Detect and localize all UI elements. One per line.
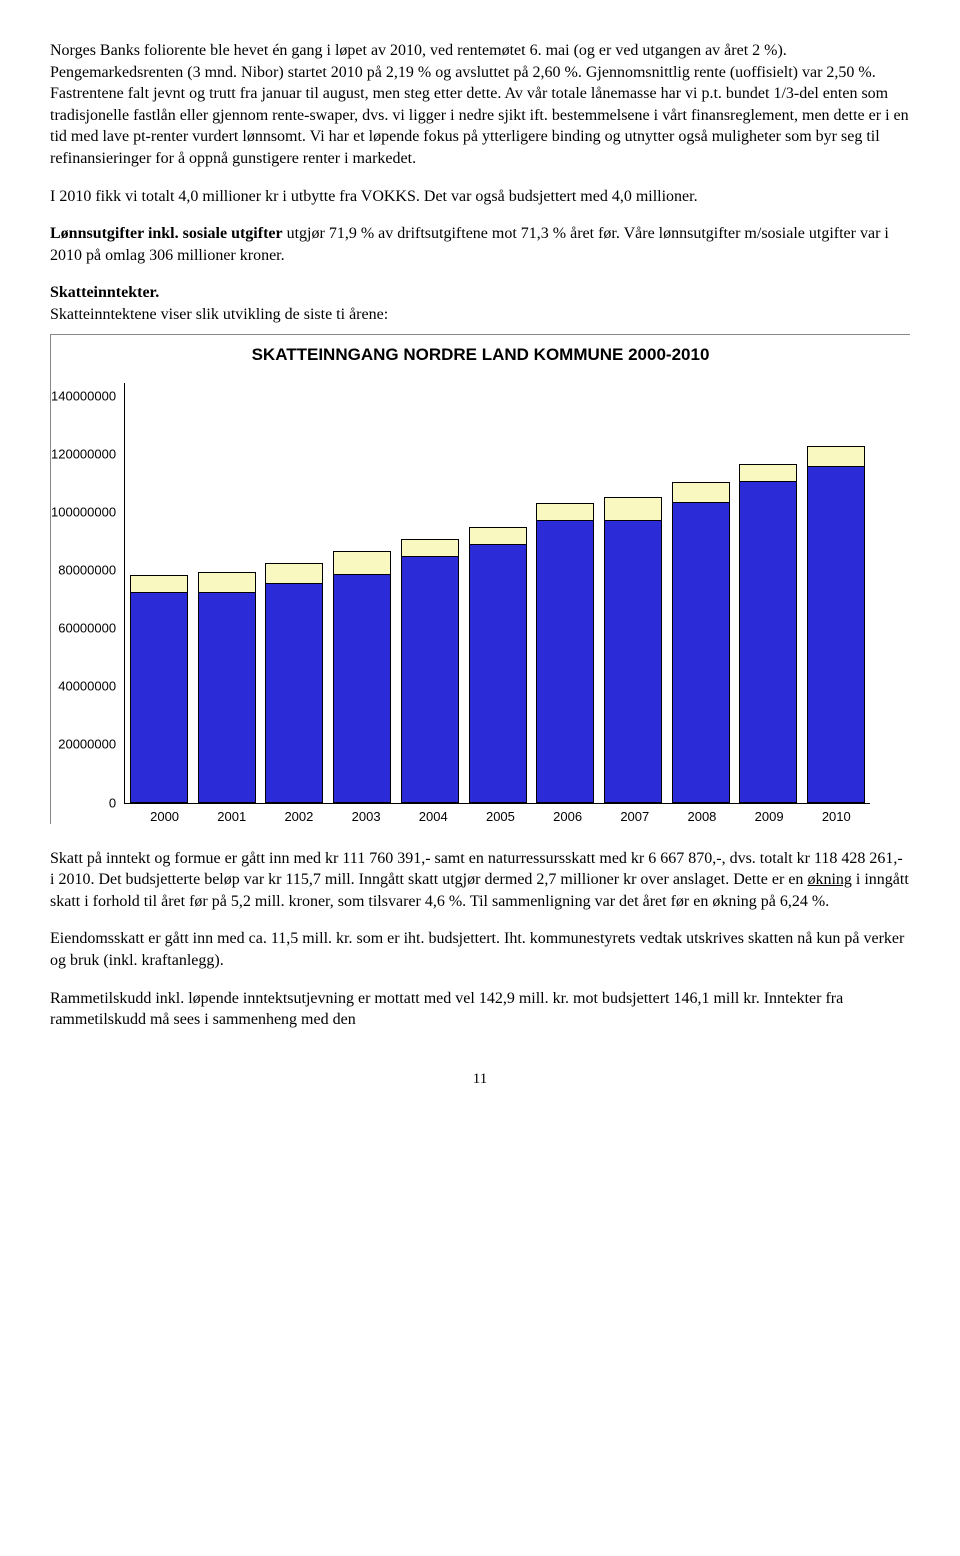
bar-segment-bottom	[130, 593, 188, 803]
chart-bar	[739, 464, 797, 803]
bar-segment-bottom	[469, 545, 527, 803]
bar-segment-bottom	[807, 467, 865, 803]
paragraph-2: I 2010 fikk vi totalt 4,0 millioner kr i…	[50, 186, 910, 208]
chart-bars-area	[124, 383, 870, 804]
bar-segment-bottom	[536, 521, 594, 803]
bar-segment-top	[130, 575, 188, 593]
chart-bar	[265, 563, 323, 803]
chart-bar	[130, 575, 188, 803]
bar-segment-bottom	[401, 557, 459, 803]
y-tick: 80000000	[58, 563, 116, 576]
p3-bold: Lønnsutgifter inkl. sosiale utgifter	[50, 225, 283, 242]
y-tick: 100000000	[51, 505, 116, 518]
y-tick: 0	[109, 796, 116, 809]
x-label: 2002	[270, 809, 328, 824]
bar-segment-top	[739, 464, 797, 482]
paragraph-4: Skatteinntekter. Skatteinntektene viser …	[50, 282, 910, 325]
chart-bar	[536, 503, 594, 803]
bar-segment-bottom	[333, 575, 391, 803]
y-tick: 20000000	[58, 738, 116, 751]
x-label: 2008	[673, 809, 731, 824]
chart-x-axis: 2000 2001 2002 2003 2004 2005 2006 2007 2008 2009…	[51, 809, 910, 824]
bar-segment-bottom	[604, 521, 662, 803]
p5-underline: økning	[807, 871, 851, 888]
chart-bar	[807, 446, 865, 803]
bar-segment-top	[807, 446, 865, 467]
x-label: 2004	[404, 809, 462, 824]
bar-segment-top	[672, 482, 730, 503]
chart-y-axis: 140000000 120000000 100000000 80000000 60000…	[51, 383, 124, 803]
chart-title: SKATTEINNGANG NORDRE LAND KOMMUNE 2000-2…	[51, 345, 910, 365]
paragraph-7: Rammetilskudd inkl. løpende inntektsutje…	[50, 988, 910, 1031]
paragraph-3: Lønnsutgifter inkl. sosiale utgifter utg…	[50, 223, 910, 266]
x-label: 2001	[203, 809, 261, 824]
x-label: 2007	[606, 809, 664, 824]
tax-income-chart: SKATTEINNGANG NORDRE LAND KOMMUNE 2000-2…	[50, 334, 910, 824]
chart-bar	[198, 572, 256, 803]
bar-segment-top	[198, 572, 256, 593]
x-label: 2009	[740, 809, 798, 824]
bar-segment-top	[333, 551, 391, 575]
y-tick: 140000000	[51, 389, 116, 402]
y-tick: 40000000	[58, 680, 116, 693]
chart-bar	[469, 527, 527, 803]
x-label: 2010	[807, 809, 865, 824]
paragraph-5: Skatt på inntekt og formue er gått inn m…	[50, 848, 910, 913]
y-tick: 60000000	[58, 622, 116, 635]
x-label: 2003	[337, 809, 395, 824]
x-label: 2000	[136, 809, 194, 824]
bar-segment-top	[604, 497, 662, 521]
chart-bar	[401, 539, 459, 803]
p4-line2: Skatteinntektene viser slik utvikling de…	[50, 306, 388, 323]
p4-bold: Skatteinntekter.	[50, 284, 159, 301]
chart-bar	[672, 482, 730, 803]
bar-segment-bottom	[672, 503, 730, 803]
bar-segment-top	[469, 527, 527, 545]
page-number: 11	[50, 1071, 910, 1088]
x-label: 2005	[471, 809, 529, 824]
x-label: 2006	[539, 809, 597, 824]
bar-segment-bottom	[198, 593, 256, 803]
bar-segment-bottom	[739, 482, 797, 803]
p5a: Skatt på inntekt og formue er gått inn m…	[50, 850, 903, 889]
bar-segment-top	[401, 539, 459, 557]
chart-bar	[604, 497, 662, 803]
y-tick: 120000000	[51, 447, 116, 460]
bar-segment-top	[265, 563, 323, 584]
bar-segment-bottom	[265, 584, 323, 803]
bar-segment-top	[536, 503, 594, 521]
chart-bar	[333, 551, 391, 803]
paragraph-6: Eiendomsskatt er gått inn med ca. 11,5 m…	[50, 928, 910, 971]
paragraph-1: Norges Banks foliorente ble hevet én gan…	[50, 40, 910, 170]
